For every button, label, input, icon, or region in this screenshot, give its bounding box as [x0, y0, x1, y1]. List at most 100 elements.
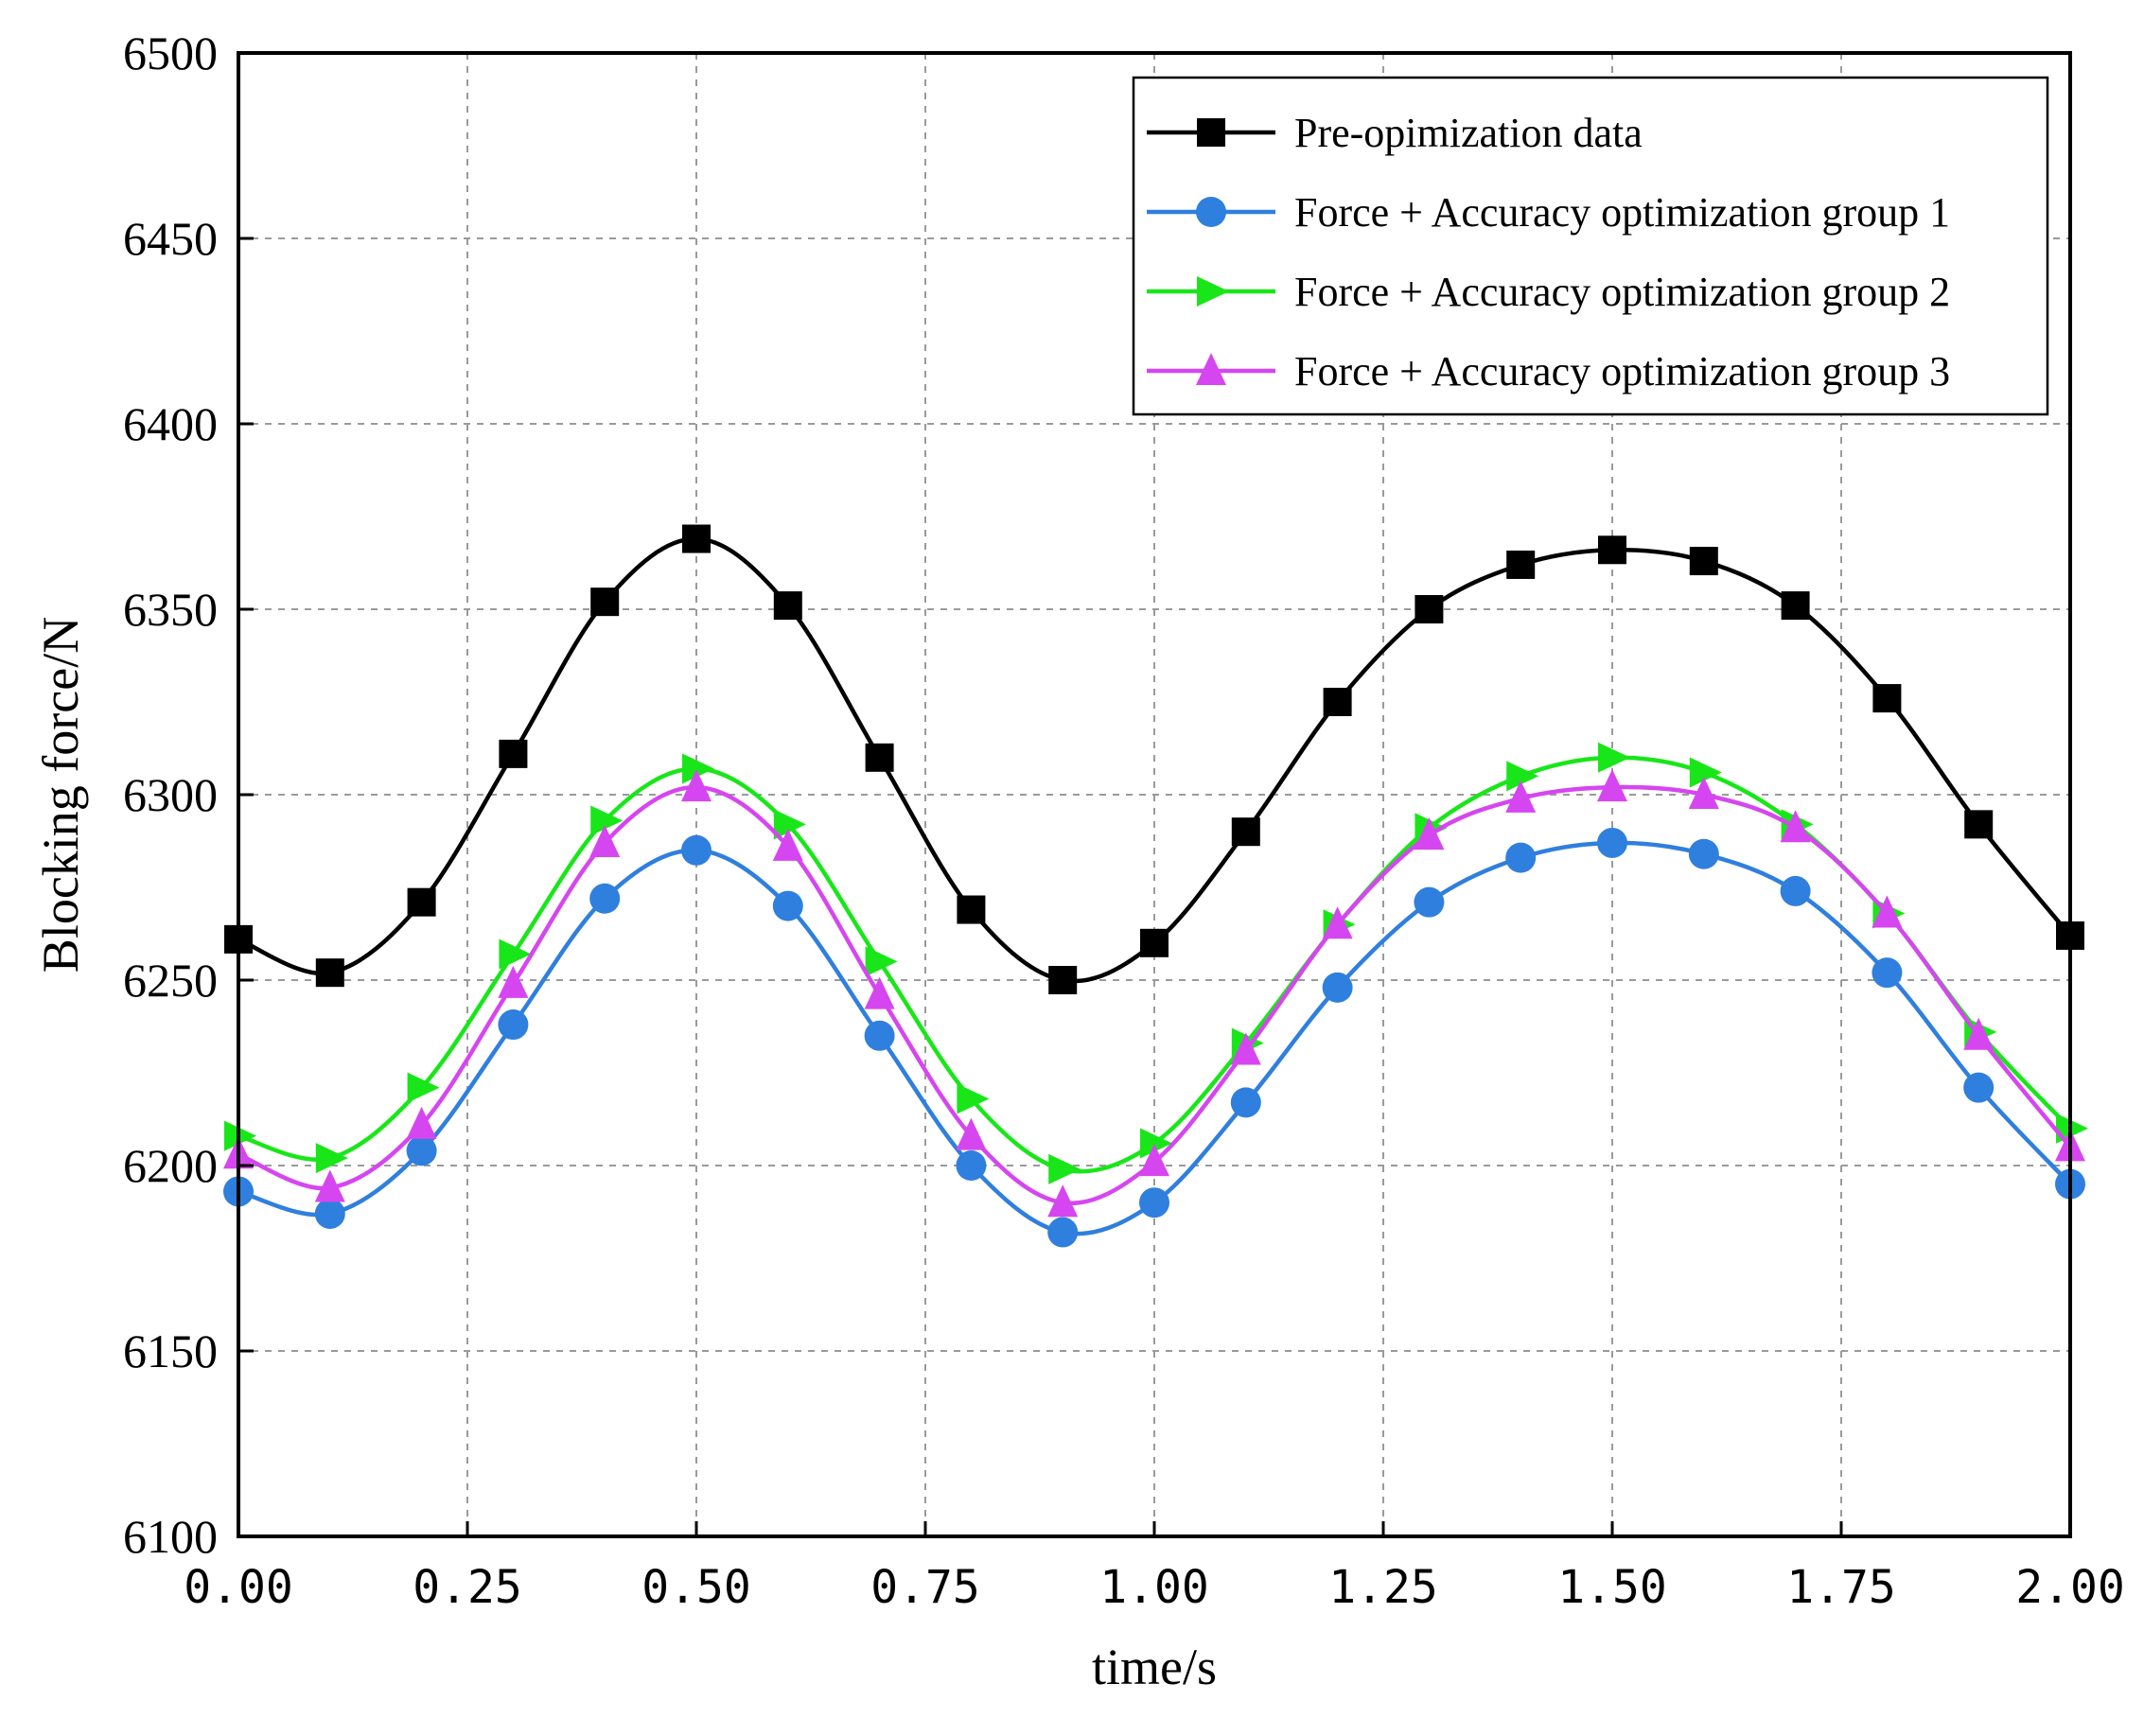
- x-tick-label: 1.50: [1557, 1561, 1667, 1614]
- axis-ticks: 0.00 0.25 0.50 0.75 1.00 1.25 1.50 1.75 2.00 6100…: [123, 26, 2125, 1614]
- legend-marker-1: [1197, 118, 1225, 147]
- data-point-series-2: [1505, 842, 1537, 873]
- x-tick-label: 1.25: [1328, 1561, 1438, 1614]
- grid-lines: [238, 53, 2070, 1536]
- x-tick-label: 0.75: [870, 1561, 980, 1614]
- data-point-series-3: [1048, 1153, 1081, 1184]
- data-point-series-4: [314, 1169, 345, 1202]
- data-point-series-2: [406, 1135, 437, 1166]
- series-1: [224, 524, 2084, 994]
- data-point-series-1: [957, 895, 986, 924]
- series-2: [223, 827, 2085, 1248]
- data-point-series-4: [681, 769, 712, 802]
- data-point-series-3: [957, 1083, 990, 1114]
- data-point-series-1: [1231, 817, 1260, 847]
- data-point-series-1: [773, 591, 802, 621]
- data-point-series-4: [772, 828, 803, 861]
- data-point-series-2: [1322, 972, 1353, 1003]
- data-point-series-4: [1322, 906, 1353, 939]
- data-point-series-1: [1323, 688, 1352, 716]
- data-point-series-2: [1963, 1072, 1995, 1103]
- y-tick-label: 6200: [123, 1139, 218, 1192]
- data-point-series-2: [681, 834, 712, 866]
- data-point-series-2: [1139, 1187, 1169, 1219]
- data-point-series-1: [499, 739, 528, 768]
- data-point-series-4: [589, 824, 621, 857]
- data-point-series-2: [956, 1150, 987, 1181]
- data-point-series-1: [1872, 684, 1902, 713]
- data-point-series-1: [1964, 810, 1994, 839]
- series-line-1: [237, 536, 2072, 984]
- y-tick-label: 6500: [123, 26, 218, 79]
- data-point-series-4: [1963, 1017, 1995, 1050]
- data-point-series-2: [1780, 875, 1811, 906]
- legend-label-4: Force + Accuracy optimization group 3: [1294, 348, 1950, 395]
- x-tick-label: 2.00: [2015, 1561, 2125, 1614]
- y-tick-label: 6400: [123, 397, 218, 450]
- data-point-series-1: [407, 887, 436, 917]
- data-point-series-1: [1781, 591, 1810, 621]
- data-point-series-2: [1414, 886, 1445, 918]
- data-point-series-4: [1047, 1184, 1079, 1218]
- data-point-series-1: [315, 958, 344, 988]
- data-point-series-4: [1414, 817, 1445, 850]
- legend-label-3: Force + Accuracy optimization group 2: [1294, 269, 1950, 315]
- data-point-series-3: [682, 753, 714, 784]
- data-point-series-4: [1505, 780, 1537, 813]
- data-point-series-2: [1688, 838, 1719, 869]
- data-point-series-2: [589, 883, 621, 914]
- data-point-series-4: [1872, 895, 1903, 928]
- data-point-series-4: [498, 965, 529, 998]
- y-axis-title: Blocking force/N: [32, 617, 89, 973]
- data-point-series-1: [1598, 535, 1626, 565]
- data-point-series-4: [1597, 769, 1627, 802]
- legend-marker-2: [1196, 197, 1226, 227]
- legend-marker-3: [1197, 276, 1229, 307]
- series-line-4: [237, 784, 2072, 1206]
- data-point-series-2: [1047, 1217, 1079, 1248]
- legend: Pre-opimization data Force + Accuracy opt…: [1132, 76, 2049, 416]
- y-tick-label: 6450: [123, 212, 218, 265]
- data-point-series-1: [590, 587, 620, 617]
- data-point-series-1: [1415, 595, 1444, 623]
- legend-box: [1132, 76, 2049, 416]
- data-point-series-1: [1689, 547, 1718, 576]
- data-point-series-2: [1872, 957, 1903, 989]
- data-point-series-1: [865, 743, 894, 772]
- y-tick-label: 6300: [123, 768, 218, 821]
- data-point-series-4: [1688, 777, 1719, 809]
- x-tick-label: 1.75: [1786, 1561, 1896, 1614]
- data-point-series-3: [315, 1143, 348, 1174]
- data-point-series-4: [1230, 1032, 1261, 1065]
- data-point-series-3: [590, 805, 624, 836]
- data-point-series-2: [1230, 1087, 1261, 1118]
- y-tick-label: 6150: [123, 1324, 218, 1377]
- data-point-series-4: [1139, 1144, 1169, 1177]
- data-point-series-3: [865, 946, 898, 977]
- x-axis-title: time/s: [1092, 1639, 1217, 1695]
- data-point-series-3: [1506, 761, 1539, 792]
- data-point-series-3: [1140, 1128, 1172, 1159]
- data-point-series-1: [1506, 550, 1536, 579]
- data-point-series-1: [1140, 928, 1169, 957]
- data-point-series-3: [407, 1072, 440, 1103]
- legend-marker-4: [1196, 353, 1226, 385]
- x-tick-label: 0.50: [641, 1561, 751, 1614]
- data-point-series-2: [864, 1020, 895, 1051]
- data-point-series-3: [499, 938, 532, 970]
- data-point-series-1: [1048, 966, 1078, 994]
- legend-label-2: Force + Accuracy optimization group 1: [1294, 189, 1950, 236]
- data-point-series-2: [1597, 827, 1627, 858]
- x-tick-label: 0.00: [184, 1561, 293, 1614]
- y-tick-label: 6350: [123, 583, 218, 636]
- series-line-3: [237, 755, 2072, 1174]
- data-point-series-4: [956, 1117, 987, 1150]
- data-point-series-1: [682, 524, 711, 553]
- y-tick-label: 6100: [123, 1510, 218, 1563]
- data-point-series-3: [1689, 757, 1722, 788]
- data-point-series-2: [772, 890, 803, 921]
- x-tick-label: 0.25: [413, 1561, 522, 1614]
- data-point-series-4: [864, 976, 895, 1009]
